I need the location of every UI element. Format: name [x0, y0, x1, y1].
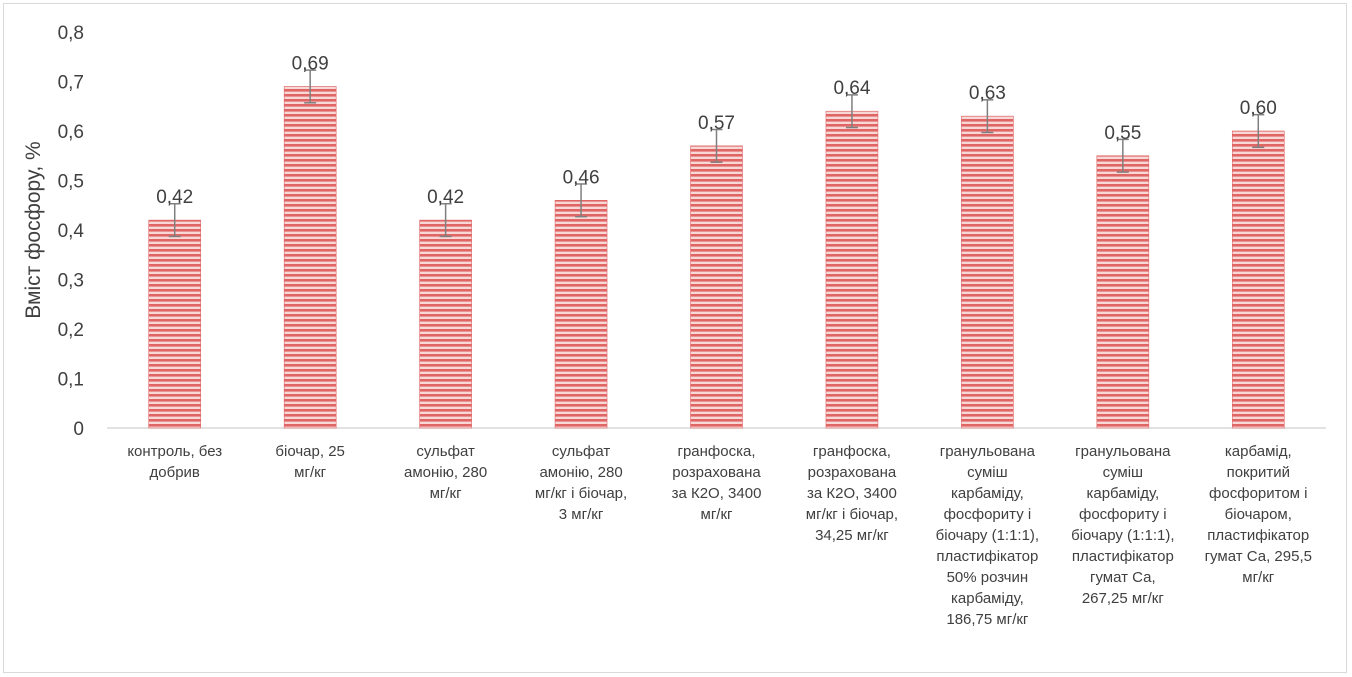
data-label: 0,57	[698, 113, 735, 134]
bar	[690, 145, 743, 429]
bars-group	[148, 86, 1285, 429]
y-tick-label: 0,3	[58, 271, 84, 292]
category-label: гранульована суміш карбаміду, фосфориту і бі…	[1071, 443, 1174, 607]
y-tick-label: 0,6	[58, 122, 84, 143]
bar-chart: 00,10,20,30,40,50,60,70,8 0,420,690,420,…	[22, 23, 1326, 628]
y-axis-label: Вміст фосфору, %	[22, 141, 45, 318]
y-tick-label: 0,7	[58, 73, 84, 94]
category-labels-group: контроль, без добрив біочар, 25 мг/кг сульфа…	[127, 443, 1312, 628]
error-bar	[981, 99, 994, 134]
bar	[825, 110, 879, 429]
data-label: 0,69	[292, 53, 329, 74]
error-bar	[845, 94, 858, 129]
category-label: гранульована суміш карбаміду, фосфориту і бі…	[936, 443, 1039, 628]
error-bar	[575, 183, 588, 218]
data-label: 0,42	[427, 187, 464, 208]
category-label: контроль, без добрив	[127, 443, 222, 481]
category-label: гранфоска, розрахована за К2О, 3400 мг/кг	[672, 443, 762, 523]
y-tick-label: 0,5	[58, 172, 84, 193]
bar	[961, 115, 1014, 429]
category-label: сульфат амонію, 280 мг/кг і біочар, 3 мг/кг	[535, 443, 627, 523]
y-tick-label: 0,4	[58, 221, 85, 242]
error-bar	[439, 203, 452, 238]
y-tick-label: 0,2	[58, 320, 84, 341]
category-label: карбамід, покритий фосфоритом і біочаром, пл…	[1205, 443, 1312, 586]
data-label: 0,46	[563, 167, 600, 188]
error-bar	[1252, 113, 1265, 149]
bar	[283, 86, 337, 429]
data-labels-group: 0,42 0,69 0,42 0,46 0,57 0,64 0,63 0,55 0,60	[156, 53, 1277, 208]
category-label: біочар, 25 мг/кг	[275, 443, 344, 481]
data-label: 0,64	[833, 78, 870, 99]
data-label: 0,55	[1104, 123, 1141, 144]
bar	[1096, 155, 1150, 429]
bar	[419, 219, 472, 429]
y-tick-label: 0,8	[58, 23, 84, 44]
category-label: гранфоска, розрахована за К2О, 3400 мг/кг і…	[806, 443, 898, 544]
error-bars-group	[168, 69, 1265, 238]
chart-container: 0 0,1 0,2 0,3 0,4 0,5 0,6 0,7 0,8 0,42 0,69 0,42 0,…	[3, 3, 1347, 673]
data-label: 0,60	[1240, 98, 1277, 119]
y-tick-label: 0	[73, 419, 84, 440]
error-bar	[1116, 138, 1129, 173]
error-bar	[304, 69, 317, 104]
error-bar	[168, 203, 181, 238]
bar	[554, 200, 608, 429]
bar	[1231, 130, 1285, 429]
data-label: 0,63	[969, 83, 1006, 104]
y-tick-label: 0,1	[58, 370, 84, 391]
data-label: 0,42	[156, 187, 193, 208]
bar	[148, 219, 202, 429]
error-bar	[710, 128, 723, 163]
category-label: сульфат амонію, 280 мг/кг	[404, 443, 487, 502]
